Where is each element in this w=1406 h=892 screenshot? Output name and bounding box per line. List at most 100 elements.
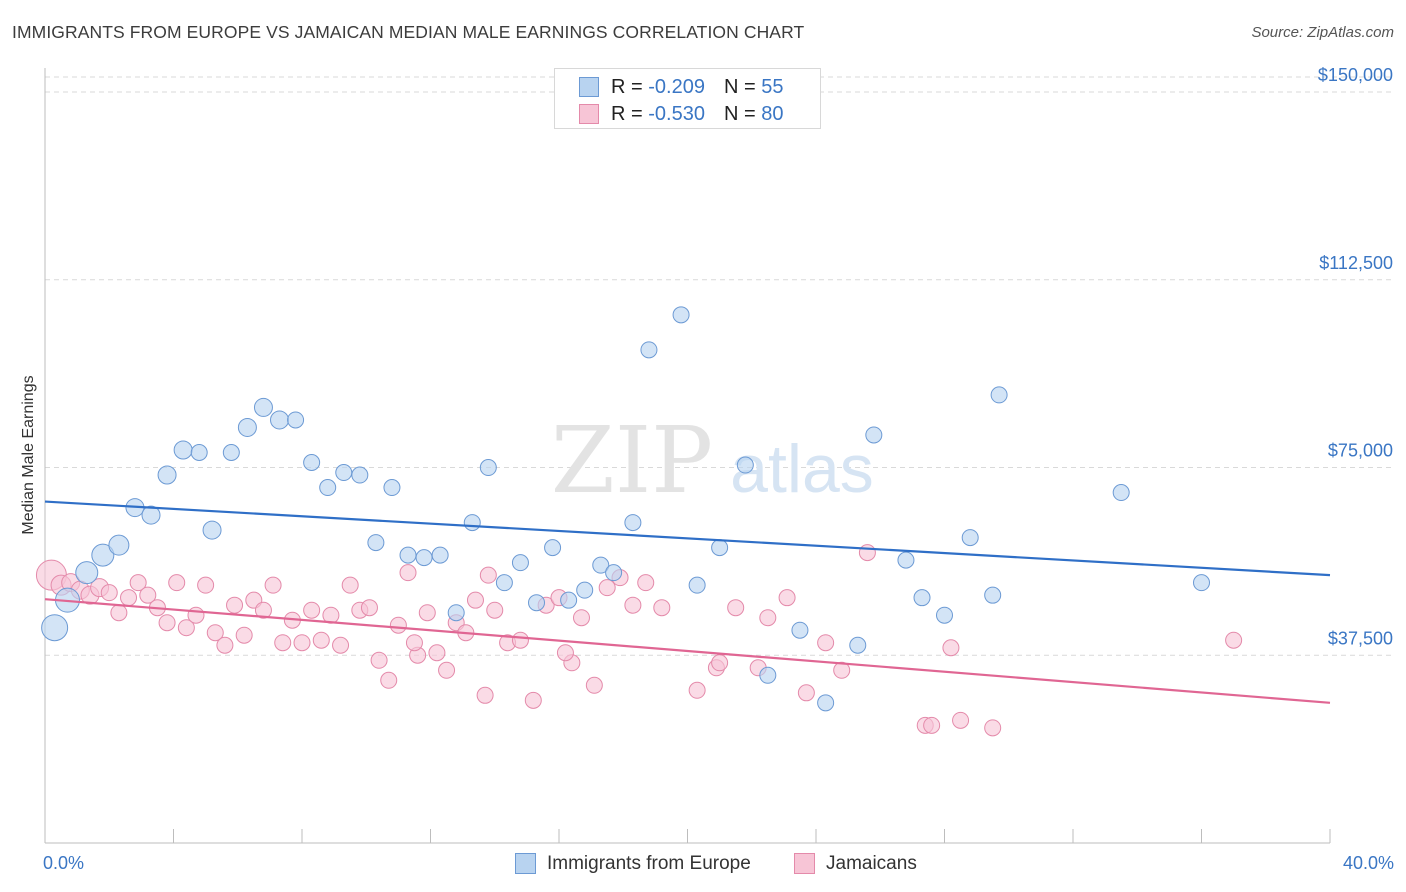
immigrants-from-europe-point [367, 534, 385, 552]
immigrants-from-europe-point [511, 554, 529, 572]
immigrants-from-europe-point [319, 479, 337, 497]
immigrants-from-europe-point [495, 574, 513, 592]
immigrants-from-europe-point [984, 586, 1002, 604]
jamaicans-point [129, 574, 147, 592]
jamaicans-point [274, 634, 292, 652]
jamaicans-point [624, 596, 642, 614]
jamaicans-point [428, 644, 446, 662]
immigrants-from-europe-point [605, 564, 623, 582]
immigrants-from-europe-point [479, 459, 497, 477]
immigrants-from-europe-point [791, 621, 809, 639]
y-tick-label: $112,500 [1319, 253, 1393, 273]
jamaicans-point [158, 614, 176, 632]
watermark-atlas: atlas [730, 431, 874, 507]
immigrants-from-europe-point [253, 397, 273, 417]
jamaicans-point [833, 661, 851, 679]
immigrants-from-europe-point [237, 417, 257, 437]
y-tick-label: $75,000 [1328, 441, 1393, 461]
immigrants-from-europe-point [711, 539, 729, 557]
immigrants-from-europe-point [576, 581, 594, 599]
bottom-legend-label: Immigrants from Europe [547, 853, 751, 874]
immigrants-from-europe-point [1193, 574, 1210, 592]
immigrants-from-europe-point [399, 546, 417, 564]
jamaicans-point [727, 599, 745, 617]
jamaicans-point [688, 681, 706, 699]
jamaicans-points [35, 544, 1243, 737]
jamaicans-point [110, 604, 128, 622]
jamaicans-point [598, 579, 616, 597]
jamaicans-point [476, 686, 494, 704]
immigrants-from-europe-point [270, 410, 290, 430]
immigrants-from-europe-point [303, 454, 321, 472]
jamaicans-point [264, 576, 282, 594]
jamaicans-point [177, 619, 195, 637]
jamaicans-point [197, 576, 215, 594]
jamaicans-point [778, 589, 796, 607]
watermark: ZIP atlas [551, 407, 874, 514]
immigrants-from-europe-point [463, 514, 481, 532]
axes [44, 68, 1331, 844]
immigrants-from-europe-point [75, 561, 99, 585]
immigrants-from-europe-point [287, 411, 305, 429]
jamaicans-point [100, 584, 118, 602]
jamaicans-point [303, 601, 321, 619]
jamaicans-point [759, 609, 777, 627]
jamaicans-point [216, 636, 234, 654]
immigrants-from-europe-point [173, 440, 193, 460]
bottom-legend-swatch-blue [515, 853, 536, 874]
x-tick-label-max: 40.0% [1342, 853, 1394, 873]
immigrants-from-europe-point [528, 594, 546, 612]
immigrants-from-europe-point [431, 546, 449, 564]
jamaicans-point [556, 644, 574, 662]
jamaicans-point [187, 606, 205, 624]
jamaicans-point [399, 564, 417, 582]
immigrants-from-europe-point [41, 614, 69, 642]
jamaicans-point [206, 624, 224, 642]
immigrants-from-europe-point [108, 534, 130, 556]
immigrants-from-europe-trend-line [44, 500, 1331, 577]
jamaicans-point [418, 604, 436, 622]
immigrants-from-europe-point [141, 505, 161, 525]
jamaicans-point [226, 596, 244, 614]
jamaicans-point [524, 691, 542, 709]
jamaicans-point [235, 626, 253, 644]
jamaicans-point [511, 631, 529, 649]
jamaicans-point [653, 599, 671, 617]
jamaicans-point [312, 631, 330, 649]
jamaicans-point [341, 576, 359, 594]
immigrants-from-europe-point [91, 543, 115, 567]
y-tick-label: $150,000 [1318, 65, 1393, 85]
jamaicans-point [466, 591, 484, 609]
jamaicans-point [254, 601, 272, 619]
jamaicans-point [858, 544, 876, 562]
legend-text: R = -0.209 N = 55 [611, 76, 784, 98]
immigrants-from-europe-point [990, 386, 1008, 404]
jamaicans-point [486, 601, 504, 619]
immigrants-from-europe-point [222, 443, 240, 461]
jamaicans-point [120, 589, 138, 607]
jamaicans-point [293, 634, 311, 652]
jamaicans-point [380, 671, 398, 689]
immigrants-from-europe-point [415, 549, 433, 567]
immigrants-from-europe-point [560, 591, 578, 609]
jamaicans-point [711, 654, 729, 672]
jamaicans-point [479, 566, 497, 584]
gridlines [45, 76, 1392, 656]
jamaicans-point [405, 634, 423, 652]
legend-text: R = -0.530 N = 80 [611, 103, 784, 125]
jamaicans-point [139, 586, 157, 604]
jamaicans-point [438, 661, 456, 679]
immigrants-from-europe-point [759, 666, 777, 684]
immigrants-from-europe-point [961, 529, 979, 547]
jamaicans-point [370, 651, 388, 669]
jamaicans-trend-line [44, 598, 1331, 704]
jamaicans-point [797, 684, 815, 702]
immigrants-from-europe-point [335, 464, 353, 482]
jamaicans-point [360, 599, 378, 617]
immigrants-from-europe-point [736, 456, 754, 474]
source-label: Source: ZipAtlas.com [1251, 24, 1394, 41]
immigrants-from-europe-point [351, 466, 369, 484]
jamaicans-point [1225, 631, 1243, 649]
jamaicans-point [389, 616, 407, 634]
